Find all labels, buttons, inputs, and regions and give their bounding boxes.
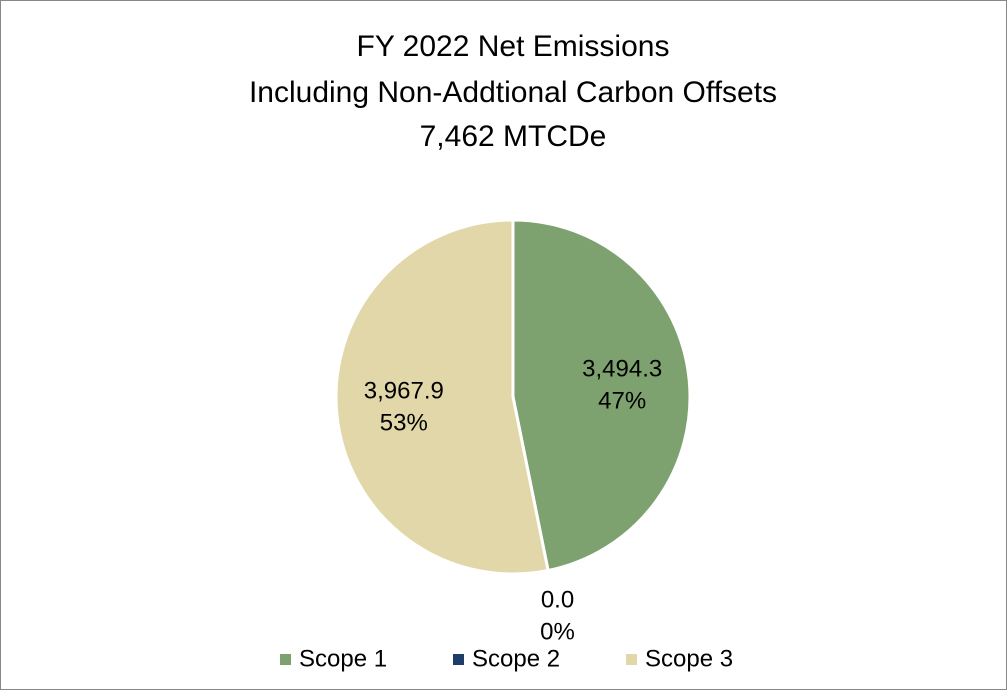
data-label: 0.0 bbox=[541, 587, 574, 614]
chart-title: FY 2022 Net Emissions bbox=[357, 30, 670, 63]
percent-label: 47% bbox=[598, 387, 646, 414]
data-label: 3,494.3 bbox=[582, 355, 662, 382]
percent-label: 53% bbox=[380, 409, 428, 436]
legend-swatch bbox=[626, 654, 637, 665]
percent-label: 0% bbox=[540, 619, 575, 646]
legend-label: Scope 3 bbox=[645, 645, 733, 672]
legend-label: Scope 2 bbox=[472, 645, 560, 672]
data-label: 3,967.9 bbox=[364, 377, 444, 404]
chart-title: 7,462 MTCDe bbox=[420, 120, 607, 153]
pie-slice bbox=[334, 218, 550, 576]
legend-label: Scope 1 bbox=[299, 645, 387, 672]
pie-slice bbox=[511, 218, 692, 572]
chart-title: Including Non-Addtional Carbon Offsets bbox=[249, 76, 777, 109]
legend-swatch bbox=[453, 654, 464, 665]
legend-swatch bbox=[280, 654, 291, 665]
